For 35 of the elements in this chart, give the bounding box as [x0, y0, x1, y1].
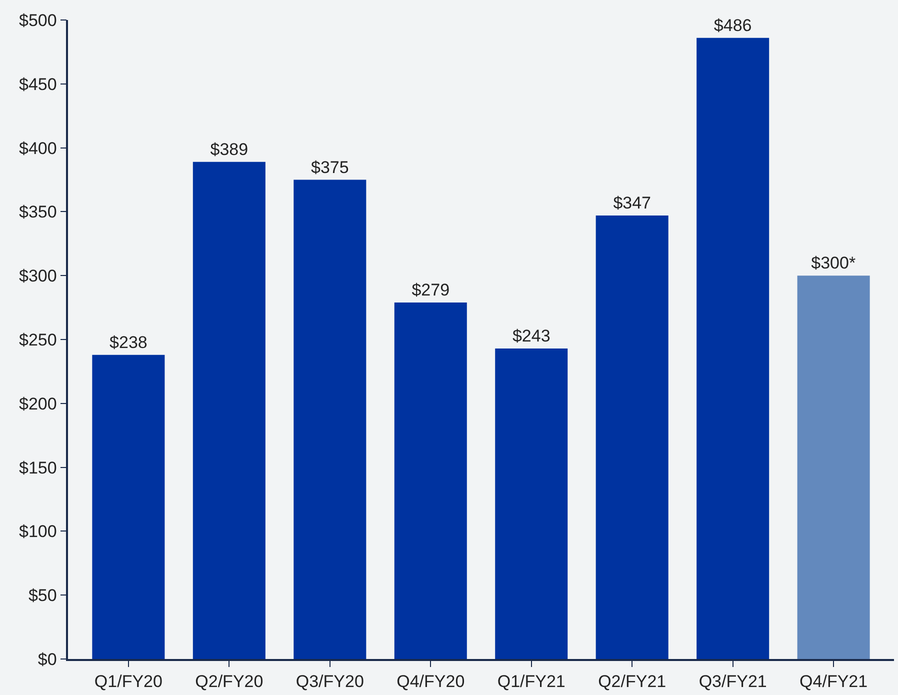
- bar: [596, 216, 668, 659]
- data-label: $347: [613, 194, 652, 213]
- x-tick-label: Q4/FY21: [800, 672, 868, 692]
- bar: [294, 180, 366, 659]
- bar: [394, 302, 467, 659]
- y-tick-label: $200: [19, 394, 57, 414]
- bar: [92, 354, 165, 659]
- x-tick-label: Q4/FY20: [396, 672, 465, 692]
- bar: [696, 38, 770, 659]
- data-label: $243: [512, 326, 550, 346]
- x-tick-label: Q3/FY21: [698, 672, 767, 692]
- data-label: $375: [310, 158, 349, 177]
- y-tick-label: $450: [19, 74, 57, 94]
- bar: [495, 348, 568, 659]
- x-tick-label: Q3/FY20: [296, 672, 364, 692]
- x-tick-label: Q2/FY21: [598, 672, 666, 692]
- data-label: $279: [412, 280, 450, 300]
- x-tick-label: Q1/FY20: [94, 672, 162, 692]
- y-tick-label: $50: [28, 586, 57, 606]
- y-tick-label: $500: [19, 10, 57, 30]
- y-tick-label: $150: [19, 458, 57, 478]
- x-tick-label: Q1/FY21: [497, 672, 566, 692]
- data-label: $300*: [811, 254, 856, 273]
- y-tick-label: $250: [19, 330, 57, 350]
- y-tick-label: $300: [19, 266, 57, 286]
- bar: [192, 162, 266, 659]
- y-tick-label: $400: [19, 138, 57, 158]
- x-tick-label: Q2/FY20: [195, 672, 264, 692]
- y-tick-label: $100: [19, 522, 57, 542]
- y-tick-label: $350: [19, 202, 57, 222]
- data-label: $486: [714, 16, 752, 35]
- data-label: $238: [110, 332, 148, 352]
- bar: [797, 276, 870, 659]
- data-label: $389: [210, 140, 248, 159]
- y-tick-label: $0: [38, 650, 57, 669]
